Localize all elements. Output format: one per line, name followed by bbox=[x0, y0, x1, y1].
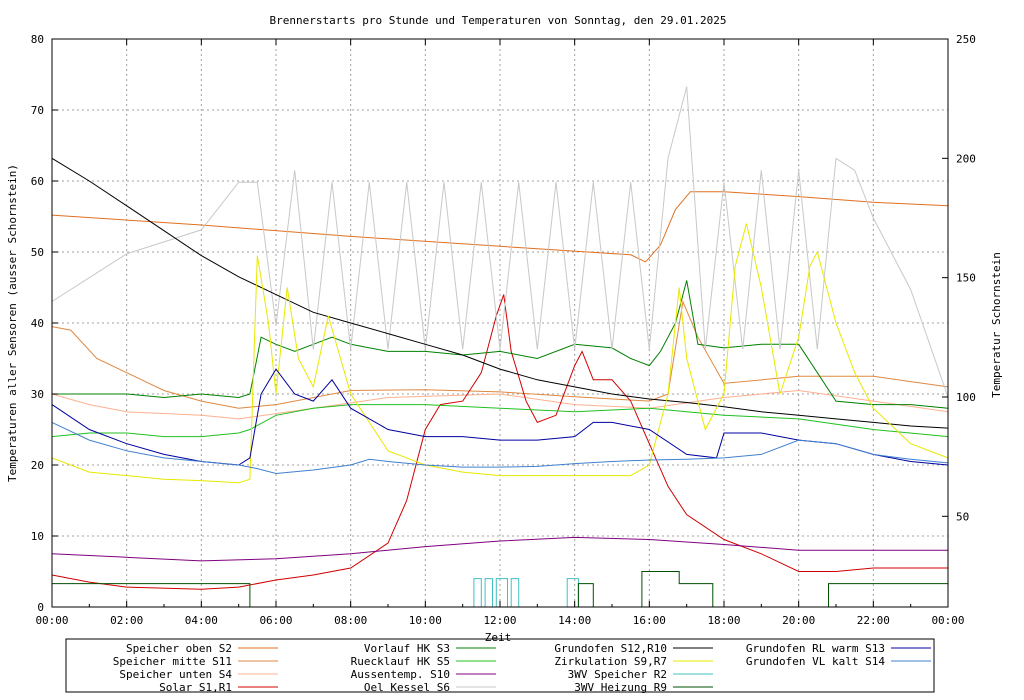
y-tick-label: 20 bbox=[31, 459, 44, 472]
series-line-8 bbox=[51, 157, 949, 429]
x-tick-label: 12:00 bbox=[483, 614, 516, 627]
x-tick-label: 18:00 bbox=[707, 614, 740, 627]
legend-label: Speicher oben S2 bbox=[126, 642, 232, 655]
legend-label: Grundofen RL warm S13 bbox=[746, 642, 885, 655]
legend-label: Solar S1,R1 bbox=[159, 681, 232, 694]
series-line-9 bbox=[51, 223, 949, 484]
legend-label: Speicher unten S4 bbox=[119, 668, 232, 681]
y-tick-label: 60 bbox=[31, 175, 44, 188]
series-line-1 bbox=[51, 299, 949, 409]
legend-label: Ruecklauf HK S5 bbox=[351, 655, 450, 668]
y-tick-label: 50 bbox=[31, 246, 44, 259]
y-tick-label: 0 bbox=[37, 601, 44, 614]
series-line-10 bbox=[52, 578, 948, 608]
x-tick-label: 16:00 bbox=[633, 614, 666, 627]
series-line-0 bbox=[51, 191, 949, 263]
y-tick-label: 10 bbox=[31, 530, 44, 543]
y2-tick-label: 50 bbox=[956, 510, 969, 523]
legend-box bbox=[65, 638, 935, 693]
y2-axis-label: Temperatur Schornstein bbox=[990, 252, 1003, 398]
series-line-4 bbox=[52, 280, 949, 409]
legend-label: Vorlauf HK S3 bbox=[364, 642, 450, 655]
series-line-3 bbox=[51, 294, 948, 590]
chart-title: Brennerstarts pro Stunde und Temperature… bbox=[270, 14, 727, 27]
y2-tick-label: 150 bbox=[956, 272, 976, 285]
y-axis-label: Temperaturen aller Sensoren (ausser Scho… bbox=[6, 164, 19, 482]
series-line-2 bbox=[51, 389, 949, 420]
y-tick-label: 70 bbox=[31, 104, 44, 117]
y2-tick-label: 200 bbox=[956, 152, 976, 165]
x-axis-label: Zeit bbox=[485, 631, 512, 644]
legend-label: 3WV Heizung R9 bbox=[574, 681, 667, 694]
x-tick-label: 04:00 bbox=[185, 614, 218, 627]
x-tick-label: 14:00 bbox=[558, 614, 591, 627]
series-line-5 bbox=[51, 404, 949, 438]
x-tick-label: 02:00 bbox=[110, 614, 143, 627]
legend-label: Speicher mitte S11 bbox=[113, 655, 232, 668]
y2-tick-label: 250 bbox=[956, 33, 976, 46]
legend-label: Oel Kessel S6 bbox=[364, 681, 450, 694]
y2-tick-label: 100 bbox=[956, 391, 976, 404]
y-tick-label: 30 bbox=[31, 388, 44, 401]
axes: 00:00 02:00 04:00 06:00 08:00 10:00 12:00 14:00… bbox=[31, 33, 976, 627]
legend-label: Zirkulation S9,R7 bbox=[554, 655, 667, 668]
series-line-7 bbox=[51, 86, 949, 398]
series-line-6 bbox=[51, 536, 948, 562]
legend-label: Grundofen S12,R10 bbox=[554, 642, 667, 655]
x-tick-label: 06:00 bbox=[259, 614, 292, 627]
legend-label: 3WV Speicher R2 bbox=[568, 668, 667, 681]
x-tick-label: 22:00 bbox=[857, 614, 890, 627]
x-tick-label: 08:00 bbox=[334, 614, 367, 627]
legend-label: Aussentemp. S10 bbox=[351, 668, 450, 681]
series-line-13 bbox=[51, 421, 949, 475]
y-tick-label: 40 bbox=[31, 317, 44, 330]
x-tick-label: 10:00 bbox=[409, 614, 442, 627]
x-tick-label: 00:00 bbox=[35, 614, 68, 627]
x-tick-label: 20:00 bbox=[782, 614, 815, 627]
grid bbox=[52, 39, 948, 607]
y-tick-label: 80 bbox=[31, 33, 44, 46]
legend-label: Grundofen VL kalt S14 bbox=[746, 655, 885, 668]
x-tick-label: 00:00 bbox=[931, 614, 964, 627]
